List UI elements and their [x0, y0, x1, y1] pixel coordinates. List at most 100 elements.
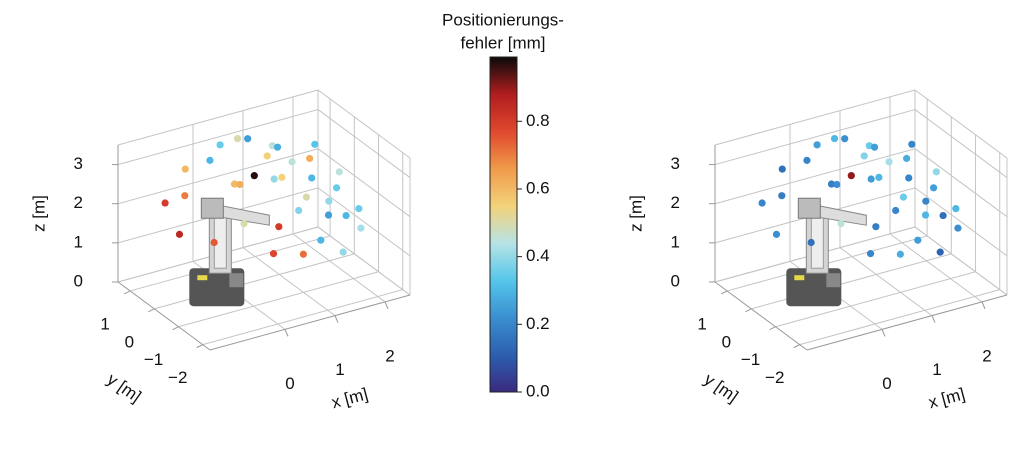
data-point — [339, 248, 347, 256]
data-point — [311, 140, 319, 148]
data-point — [870, 143, 879, 151]
data-point — [758, 199, 766, 207]
z-tick-label: 0 — [74, 271, 83, 290]
data-point — [306, 154, 314, 163]
y-tick-label: 1 — [100, 314, 109, 333]
data-point — [899, 193, 908, 201]
data-point — [939, 211, 947, 220]
data-point — [216, 141, 224, 149]
y-tick-label: 0 — [125, 332, 134, 351]
data-point — [866, 250, 875, 258]
data-point — [841, 135, 849, 143]
grid-line — [178, 271, 379, 328]
y-tick-label: −2 — [168, 368, 187, 387]
x-tick-label: 1 — [335, 360, 344, 379]
data-point — [803, 156, 811, 164]
data-point — [837, 219, 845, 228]
colorbar-label: Positionierungs- — [442, 10, 564, 29]
x-tick-label: 2 — [385, 346, 394, 365]
data-point — [357, 224, 365, 232]
data-point — [335, 168, 343, 176]
robot-image — [188, 197, 270, 307]
x-tick-label: 1 — [932, 360, 941, 379]
x-tick-label: 2 — [982, 346, 991, 365]
pane-edge — [317, 89, 411, 159]
data-point — [263, 152, 271, 160]
grid-line — [799, 289, 1000, 346]
data-point — [317, 236, 325, 244]
colorbar-label: fehler [mm] — [460, 33, 545, 52]
y-tick-label: 0 — [722, 332, 731, 351]
data-point — [273, 143, 282, 151]
tick-mark — [881, 329, 886, 337]
data-point — [932, 168, 940, 176]
colorbar-scale — [489, 56, 518, 393]
data-point — [278, 173, 286, 181]
grid-line — [839, 247, 933, 317]
data-point — [875, 173, 883, 181]
tick-mark — [720, 290, 728, 295]
grid-line — [242, 247, 336, 317]
grid-line — [202, 289, 403, 346]
grid-line — [317, 109, 411, 178]
colorbar-tick-label: 0.4 — [526, 246, 550, 265]
pane-edge — [714, 89, 916, 146]
data-point — [892, 206, 900, 215]
grid-line — [292, 233, 386, 303]
data-point — [230, 180, 239, 188]
data-point — [181, 165, 189, 173]
z-tick-label: 2 — [671, 193, 680, 212]
grid-line — [914, 187, 1008, 257]
y-axis — [117, 281, 211, 351]
data-point — [295, 206, 303, 215]
x-axis-label: x [m] — [329, 384, 370, 412]
grid-line — [914, 226, 1008, 296]
data-point — [921, 211, 930, 219]
grid-line — [317, 148, 411, 218]
data-point — [332, 184, 341, 192]
data-point — [833, 180, 841, 189]
z-axis-label: z [m] — [29, 195, 48, 232]
data-point — [929, 184, 938, 192]
y-tick-label: −1 — [144, 350, 163, 369]
pane-edge — [117, 89, 319, 146]
y-tick-label: −1 — [741, 350, 760, 369]
grid-line — [775, 271, 976, 328]
tick-mark — [745, 308, 752, 313]
z-tick-label: 1 — [671, 232, 680, 251]
data-point — [302, 193, 311, 201]
data-point — [244, 135, 252, 143]
data-point — [175, 230, 184, 238]
grid-line — [317, 187, 411, 257]
tick-mark — [769, 326, 776, 331]
data-point — [269, 250, 278, 258]
grid-line — [751, 253, 952, 310]
data-point — [908, 140, 916, 148]
x-axis — [806, 294, 1008, 351]
robot-image — [785, 197, 867, 307]
z-tick-label: 3 — [671, 154, 680, 173]
data-point — [210, 238, 218, 247]
colorbar-tick-label: 0.6 — [526, 178, 550, 197]
pane-edge — [914, 89, 1008, 159]
data-point — [240, 219, 248, 228]
grid-line — [154, 253, 355, 310]
data-point — [236, 180, 244, 189]
grid-line — [914, 109, 1008, 178]
data-point — [885, 158, 893, 166]
grid-line — [714, 148, 916, 205]
grid-line — [317, 226, 411, 296]
y-tick-label: −2 — [765, 368, 784, 387]
data-point — [299, 250, 307, 258]
tick-mark — [334, 315, 339, 323]
data-point — [954, 224, 962, 232]
data-point — [922, 197, 930, 205]
data-point — [772, 230, 781, 238]
data-point — [355, 205, 363, 213]
data-point — [275, 223, 283, 231]
y-tick-label: 1 — [697, 314, 706, 333]
